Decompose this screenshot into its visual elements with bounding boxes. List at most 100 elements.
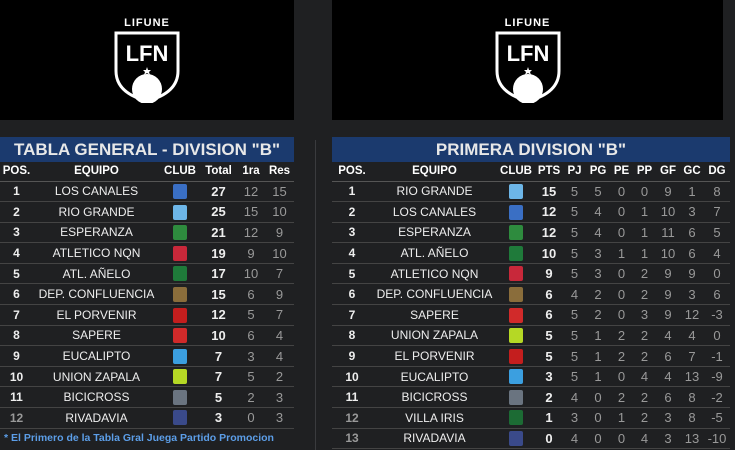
stat-gc: 8 — [680, 407, 704, 429]
svg-text:LFN: LFN — [506, 41, 549, 66]
stat-pts: 3 — [535, 366, 563, 388]
stat-dg: 5 — [704, 222, 730, 244]
team-name: ESPERANZA — [372, 222, 497, 244]
team-name: BICICROSS — [372, 386, 497, 409]
club-crest-icon — [173, 389, 187, 405]
stat-pe: 0 — [610, 304, 633, 326]
team-name: RIO GRANDE — [372, 181, 497, 203]
stat-pj: 3 — [563, 407, 586, 429]
club-crest-icon — [509, 410, 523, 426]
stat-pts: 10 — [535, 242, 563, 264]
stat-dg: 0 — [704, 263, 730, 285]
club-crest-icon — [173, 307, 187, 323]
club-crest-icon — [173, 328, 187, 344]
club-crest-icon — [509, 266, 523, 282]
stat-pe: 1 — [610, 242, 633, 264]
table-row: 12 VILLA IRIS 1 3 0 1 2 3 8 -5 — [332, 407, 730, 429]
position: 2 — [0, 201, 33, 223]
stat-b: 3 — [265, 386, 294, 409]
team-name: LOS CANALES — [372, 201, 497, 223]
stat-pts: 6 — [535, 304, 563, 326]
table-row: 4 ATLETICO NQN 19 9 10 — [0, 242, 294, 264]
stat-total: 7 — [200, 345, 237, 367]
stat-gf: 6 — [656, 386, 680, 409]
stat-total: 3 — [200, 407, 237, 429]
stat-b: 7 — [265, 304, 294, 326]
stat-gc: 7 — [680, 345, 704, 367]
stat-total: 19 — [200, 242, 237, 264]
stat-gf: 11 — [656, 222, 680, 244]
table-row: 8 UNION ZAPALA 5 5 1 2 2 4 4 0 — [332, 325, 730, 347]
stat-total: 10 — [200, 325, 237, 347]
column-header: 1ra — [237, 162, 265, 182]
stat-b: 7 — [265, 263, 294, 285]
stat-pg: 0 — [586, 428, 610, 450]
stat-pe: 0 — [610, 263, 633, 285]
club-crest-icon — [173, 245, 187, 261]
stat-dg: -3 — [704, 304, 730, 326]
stat-pp: 1 — [633, 222, 656, 244]
team-name: EUCALIPTO — [372, 366, 497, 388]
stat-pg: 4 — [586, 222, 610, 244]
position: 11 — [332, 386, 372, 409]
stat-pg: 5 — [586, 181, 610, 203]
table-row: 3 ESPERANZA 12 5 4 0 1 11 6 5 — [332, 222, 730, 244]
stat-pts: 5 — [535, 325, 563, 347]
stat-b: 4 — [265, 325, 294, 347]
stat-gf: 10 — [656, 201, 680, 223]
stat-gc: 12 — [680, 304, 704, 326]
stat-pj: 4 — [563, 283, 586, 306]
table-row: 2 LOS CANALES 12 5 4 0 1 10 3 7 — [332, 201, 730, 223]
stat-pp: 2 — [633, 263, 656, 285]
column-header: PG — [586, 162, 610, 182]
stat-dg: -10 — [704, 428, 730, 450]
logo-panel-right: LIFUNE LFN — [332, 0, 723, 120]
stat-gc: 3 — [680, 283, 704, 306]
stat-pj: 5 — [563, 201, 586, 223]
column-header: GF — [656, 162, 680, 182]
stat-pe: 2 — [610, 325, 633, 347]
team-name: UNION ZAPALA — [33, 366, 160, 388]
position: 6 — [332, 283, 372, 306]
club-crest-cell — [497, 181, 535, 203]
stat-pts: 15 — [535, 181, 563, 203]
club-crest-icon — [509, 225, 523, 241]
position: 1 — [332, 181, 372, 203]
position: 9 — [332, 345, 372, 367]
lfn-shield-logo-icon: LFN — [114, 31, 180, 103]
club-crest-icon — [509, 348, 523, 364]
column-header: PP — [633, 162, 656, 182]
column-header: Res — [265, 162, 294, 182]
stat-pj: 5 — [563, 325, 586, 347]
position: 8 — [0, 325, 33, 347]
stat-a: 0 — [237, 407, 265, 429]
team-name: ATLETICO NQN — [372, 263, 497, 285]
stat-pg: 1 — [586, 325, 610, 347]
lifune-logo-text: LIFUNE — [504, 17, 551, 29]
team-name: DEP. CONFLUENCIA — [33, 283, 160, 306]
stat-gc: 13 — [680, 366, 704, 388]
primera-standings-table: PRIMERA DIVISION "B" POS. EQUIPO CLUB PTS PJ… — [332, 137, 730, 450]
club-crest-cell — [497, 386, 535, 409]
stat-a: 2 — [237, 386, 265, 409]
position: 7 — [0, 304, 33, 326]
position: 8 — [332, 325, 372, 347]
club-crest-icon — [509, 245, 523, 261]
stat-pe: 0 — [610, 201, 633, 223]
column-header: POS. — [332, 162, 372, 182]
stat-pts: 0 — [535, 428, 563, 450]
stat-a: 5 — [237, 304, 265, 326]
stat-pg: 1 — [586, 345, 610, 367]
promotion-footnote: * El Primero de la Tabla Gral Juega Part… — [4, 432, 274, 444]
stat-pp: 4 — [633, 428, 656, 450]
club-crest-cell — [497, 428, 535, 450]
stat-pp: 1 — [633, 201, 656, 223]
lfn-shield-logo-icon: LFN — [495, 31, 560, 103]
stat-pe: 2 — [610, 345, 633, 367]
position: 7 — [332, 304, 372, 326]
column-header: DG — [704, 162, 730, 182]
stat-pj: 5 — [563, 242, 586, 264]
table-row: 6 DEP. CONFLUENCIA 15 6 9 — [0, 283, 294, 306]
stat-a: 15 — [237, 201, 265, 223]
team-name: EL PORVENIR — [33, 304, 160, 326]
